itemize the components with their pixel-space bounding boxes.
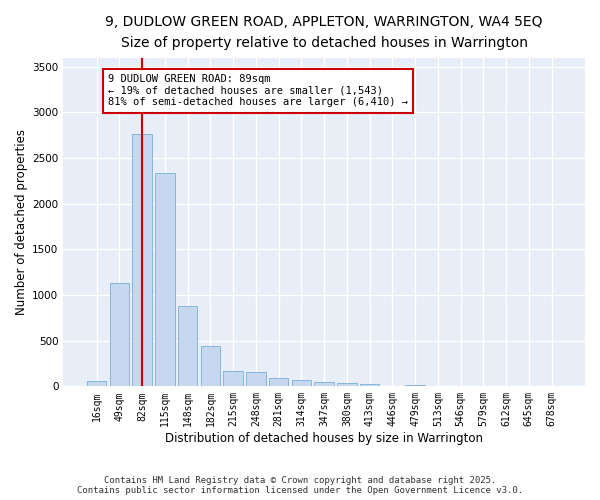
Bar xyxy=(360,384,379,386)
Text: 9 DUDLOW GREEN ROAD: 89sqm
← 19% of detached houses are smaller (1,543)
81% of s: 9 DUDLOW GREEN ROAD: 89sqm ← 19% of deta… xyxy=(108,74,408,108)
Bar xyxy=(155,172,175,386)
Bar xyxy=(337,382,356,386)
Bar xyxy=(406,384,425,386)
Bar xyxy=(201,346,220,387)
Y-axis label: Number of detached properties: Number of detached properties xyxy=(15,129,28,315)
Title: 9, DUDLOW GREEN ROAD, APPLETON, WARRINGTON, WA4 5EQ
Size of property relative to: 9, DUDLOW GREEN ROAD, APPLETON, WARRINGT… xyxy=(106,15,543,50)
Bar xyxy=(133,134,152,386)
X-axis label: Distribution of detached houses by size in Warrington: Distribution of detached houses by size … xyxy=(165,432,483,445)
Bar xyxy=(223,372,243,386)
Bar xyxy=(269,378,289,386)
Bar xyxy=(178,306,197,386)
Bar xyxy=(246,372,266,386)
Bar xyxy=(87,382,106,386)
Bar xyxy=(110,283,129,387)
Bar xyxy=(314,382,334,386)
Bar xyxy=(292,380,311,386)
Text: Contains HM Land Registry data © Crown copyright and database right 2025.
Contai: Contains HM Land Registry data © Crown c… xyxy=(77,476,523,495)
